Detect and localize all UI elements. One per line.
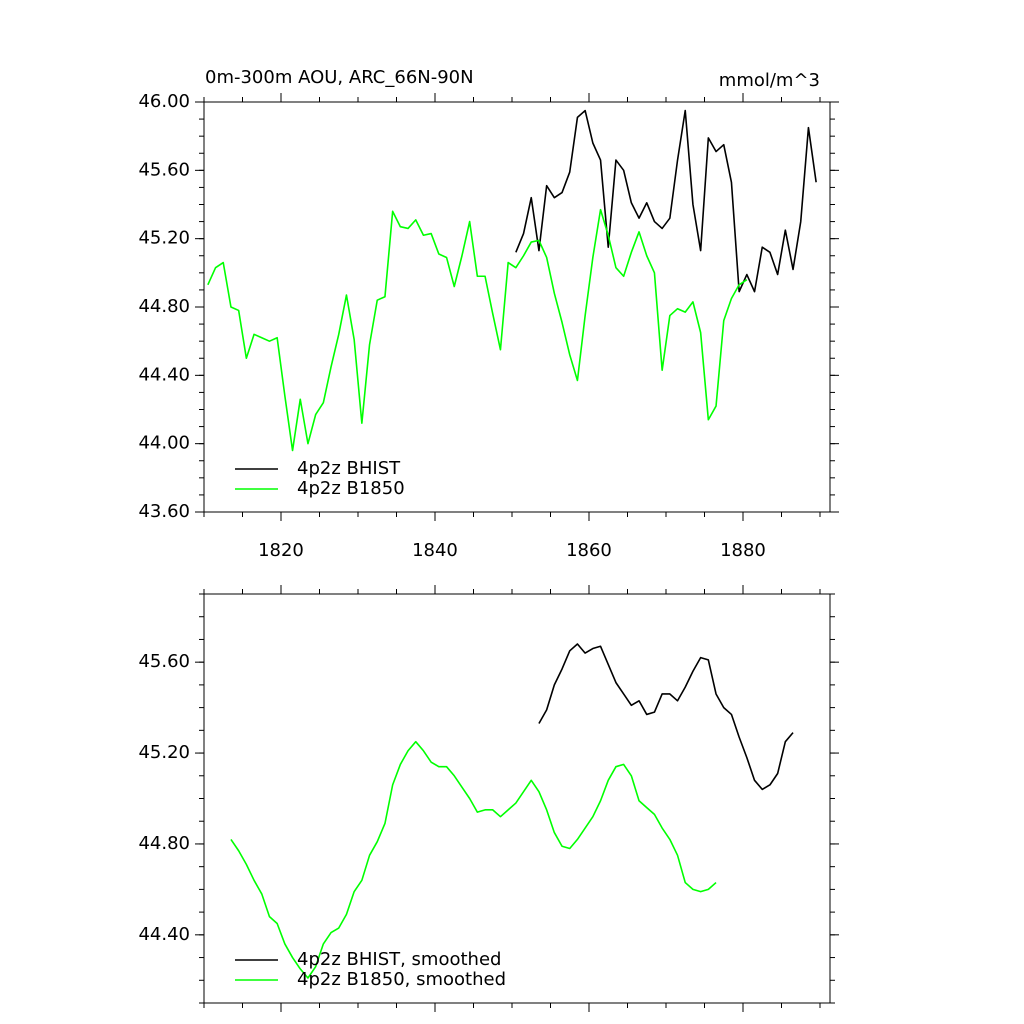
plot-frame: [203, 593, 831, 1004]
y-tick-label: 43.60: [138, 501, 190, 522]
y-tick-label: 44.40: [138, 924, 190, 945]
plot-frame: [203, 101, 831, 513]
y-tick-label: 45.20: [138, 742, 190, 763]
series-line: [515, 109, 817, 293]
x-tick-label: 1840: [412, 540, 458, 561]
legend-label: 4p2z BHIST, smoothed: [297, 949, 501, 970]
x-tick-label: 1820: [258, 540, 304, 561]
y-tick-label: 44.40: [138, 364, 190, 385]
y-tick-label: 46.00: [138, 91, 190, 112]
series-line: [230, 740, 717, 979]
y-tick-label: 44.80: [138, 833, 190, 854]
y-tick-label: 45.60: [138, 159, 190, 180]
series-line: [207, 208, 748, 452]
legend-label: 4p2z B1850: [297, 478, 405, 499]
y-tick-label: 45.20: [138, 228, 190, 249]
x-tick-label: 1880: [720, 540, 766, 561]
y-tick-label: 44.00: [138, 433, 190, 454]
legend-label: 4p2z B1850, smoothed: [297, 969, 506, 990]
x-tick-label: 1860: [566, 540, 612, 561]
y-tick-label: 44.80: [138, 296, 190, 317]
legend-label: 4p2z BHIST: [297, 458, 401, 479]
units-label: mmol/m^3: [719, 70, 820, 91]
series-line: [538, 643, 794, 791]
chart-title: 0m-300m AOU, ARC_66N-90N: [205, 67, 474, 88]
y-tick-label: 45.60: [138, 651, 190, 672]
